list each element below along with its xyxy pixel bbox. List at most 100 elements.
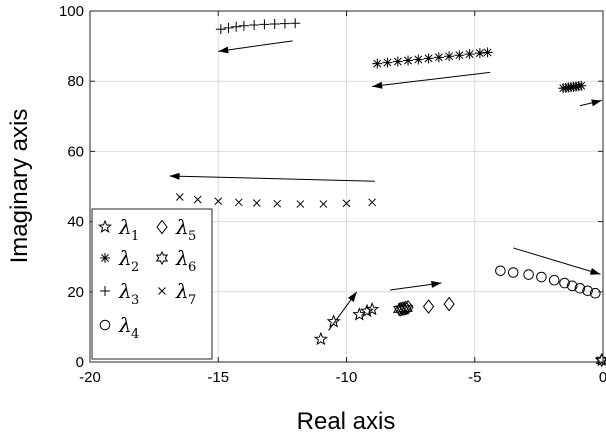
- series-3-point: [279, 18, 290, 29]
- series-4-point: [548, 274, 560, 286]
- series-6-point: [400, 301, 413, 316]
- y-tick-label: 20: [67, 284, 84, 301]
- series-2-point: [464, 49, 475, 60]
- legend-label-4: λ: [118, 313, 132, 337]
- axis-ticks: -20 -15 -10 -5 0 0 20 40 60 80 100: [59, 3, 606, 386]
- legend-subscript-3: 3: [131, 293, 139, 308]
- series-7-point: [273, 199, 282, 208]
- x-tick-label: -20: [79, 369, 101, 386]
- y-tick-label: 100: [59, 3, 84, 20]
- trend-arrow-line: [513, 247, 601, 275]
- series-2-point: [413, 54, 424, 65]
- trend-arrow-head: [431, 280, 442, 288]
- y-tick-label: 80: [67, 73, 84, 90]
- trend-arrows: [169, 40, 602, 331]
- y-tick-label: 40: [67, 214, 84, 231]
- legend-marker-7: [158, 287, 166, 295]
- series-2-point: [423, 53, 434, 64]
- legend-subscript-1: 1: [131, 229, 139, 244]
- legend-marker-1: [97, 219, 113, 233]
- series-2-point: [444, 51, 455, 62]
- series-1-points: [313, 301, 606, 367]
- x-tick-label: -5: [468, 369, 481, 386]
- series-2-point: [372, 58, 383, 69]
- series-1-point: [352, 307, 367, 321]
- series-7-point: [214, 197, 223, 206]
- series-3-point: [223, 22, 234, 33]
- series-6-points: [392, 301, 606, 368]
- series-6-point: [595, 353, 606, 368]
- series-2-point: [433, 52, 444, 63]
- series-4-point: [495, 265, 506, 277]
- legend-subscript-4: 4: [131, 327, 139, 342]
- series-5-point: [422, 299, 435, 314]
- legend-marker-6: [155, 250, 169, 266]
- series-7-point: [252, 199, 261, 207]
- data-markers: [175, 18, 606, 368]
- series-3-point: [231, 21, 242, 32]
- x-tick-label: -10: [336, 369, 358, 386]
- trend-arrow-line: [372, 71, 491, 87]
- trend-arrow-head: [218, 46, 229, 54]
- y-axis-title: Imaginary axis: [6, 109, 33, 264]
- trend-arrow-head: [169, 172, 180, 180]
- legend-label-7: λ: [175, 279, 189, 303]
- series-2-point: [482, 47, 493, 58]
- series-4-points: [495, 265, 601, 299]
- series-1-point: [313, 331, 328, 346]
- series-7-point: [342, 199, 351, 208]
- legend: λ 1λ 2λ 3λ 4λ 5λ 6λ 7: [91, 208, 213, 360]
- x-tick-label: -15: [207, 369, 229, 386]
- series-2-point: [576, 80, 587, 91]
- x-tick-label: 0: [599, 369, 606, 386]
- series-3-point: [238, 20, 249, 31]
- series-4-point: [507, 267, 519, 278]
- trend-arrow-line: [169, 175, 375, 182]
- legend-label-3: λ: [118, 279, 132, 303]
- legend-label-2: λ: [118, 246, 132, 270]
- legend-marker-5: [156, 219, 168, 235]
- series-4-point: [559, 277, 570, 289]
- y-tick-label: 0: [76, 354, 84, 371]
- legend-label-1: λ: [118, 215, 132, 239]
- series-7-point: [368, 198, 377, 207]
- series-4-point: [582, 285, 593, 297]
- series-4-point: [574, 282, 586, 294]
- series-2-point: [474, 48, 485, 59]
- legend-subscript-6: 6: [188, 260, 196, 275]
- legend-label-5: λ: [175, 215, 189, 239]
- trend-arrow-line: [218, 40, 293, 52]
- y-tick-label: 60: [67, 143, 84, 160]
- series-3-point: [249, 20, 260, 31]
- series-7-point: [296, 200, 305, 208]
- series-1-point: [360, 303, 375, 318]
- series-4-point: [566, 280, 578, 292]
- series-2-point: [403, 55, 414, 66]
- series-3-point: [269, 18, 280, 29]
- series-5-point: [443, 296, 455, 312]
- series-7-points: [175, 193, 377, 208]
- legend-marker-2: [100, 253, 110, 263]
- trend-arrow-head: [372, 81, 383, 89]
- legend-subscript-5: 5: [188, 229, 196, 244]
- series-2-point: [454, 50, 465, 61]
- series-4-point: [590, 287, 601, 299]
- series-3-point: [259, 19, 270, 30]
- trend-arrow-head: [591, 99, 602, 107]
- series-7-point: [234, 198, 243, 207]
- legend-subscript-2: 2: [131, 260, 139, 275]
- series-3-point: [290, 18, 301, 29]
- series-2-point: [382, 57, 393, 68]
- legend-subscript-7: 7: [188, 293, 196, 308]
- x-axis-title: Real axis: [297, 408, 396, 435]
- series-3-points: [215, 18, 301, 35]
- series-7-point: [193, 195, 202, 204]
- series-4-point: [523, 269, 534, 280]
- legend-box: [91, 208, 213, 360]
- series-7-point: [175, 193, 184, 201]
- series-2-point: [392, 56, 403, 67]
- series-4-point: [536, 271, 547, 283]
- trend-arrow-head: [348, 291, 357, 302]
- series-1-point: [365, 301, 380, 316]
